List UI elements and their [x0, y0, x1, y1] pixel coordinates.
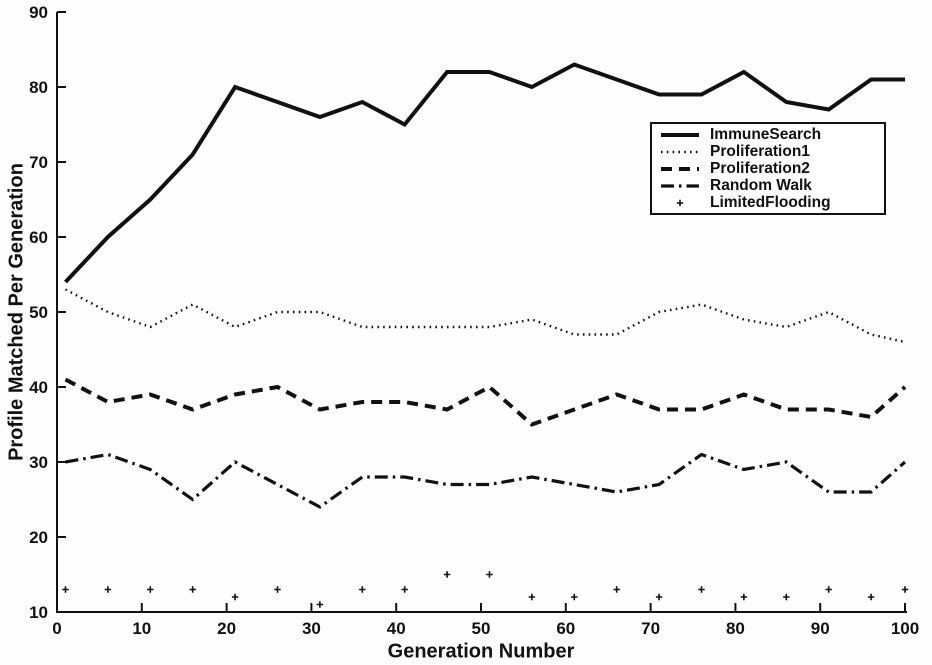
legend-label-limitedflooding: LimitedFlooding: [710, 193, 831, 211]
series-immunesearch-line: [64, 62, 905, 284]
y-tick-label: 60: [29, 228, 48, 247]
legend-sample-solid-icon: [661, 132, 699, 137]
x-tick-label: 90: [811, 619, 830, 638]
series-random-walk-line: [65, 452, 907, 509]
legend-item-limitedflooding: LimitedFlooding: [658, 194, 878, 211]
x-tick-label: 20: [217, 619, 236, 638]
y-axis-title: Profile Matched Per Generation: [5, 163, 28, 461]
y-tick-label: 10: [29, 603, 48, 622]
legend-sample-dashed-icon: [661, 166, 699, 171]
x-tick-label: 60: [556, 619, 575, 638]
legend-label-proliferation1: Proliferation1: [710, 142, 810, 160]
legend-label-proliferation2: Proliferation2: [710, 159, 810, 177]
y-tick-label: 90: [29, 3, 48, 22]
y-tick-label: 40: [29, 378, 48, 397]
x-tick-label: 0: [52, 619, 61, 638]
chart-legend: ImmuneSearch Proliferation1 Proliferation2…: [650, 122, 886, 215]
x-tick-label: 70: [641, 619, 660, 638]
y-tick-label: 70: [29, 153, 48, 172]
legend-item-random-walk: Random Walk: [658, 177, 878, 194]
legend-item-immunesearch: ImmuneSearch: [658, 126, 878, 143]
y-tick-label: 30: [29, 453, 48, 472]
x-tick-label: 30: [302, 619, 321, 638]
series-proliferation2-line: [64, 377, 907, 427]
legend-item-proliferation1: Proliferation1: [658, 143, 878, 160]
x-tick-label: 10: [132, 619, 151, 638]
x-tick-label: 40: [387, 619, 406, 638]
legend-sample-dashdot-icon: [661, 183, 699, 188]
legend-sample-dotted-icon: [661, 150, 699, 153]
y-tick-label: 50: [29, 303, 48, 322]
legend-item-proliferation2: Proliferation2: [658, 160, 878, 177]
x-tick-label: 100: [891, 619, 919, 638]
x-axis-title: Generation Number: [387, 640, 575, 663]
legend-sample-plus-markers-icon: [676, 199, 684, 206]
legend-label-immunesearch: ImmuneSearch: [710, 125, 822, 143]
axis-lines: [56, 12, 907, 613]
x-tick-label: 50: [472, 619, 491, 638]
series-proliferation1-line: [64, 288, 906, 344]
x-tick-label: 80: [726, 619, 745, 638]
series-limitedflooding-markers: [62, 571, 909, 608]
legend-label-random-walk: Random Walk: [710, 176, 812, 194]
y-tick-label: 20: [29, 528, 48, 547]
y-tick-label: 80: [29, 78, 48, 97]
